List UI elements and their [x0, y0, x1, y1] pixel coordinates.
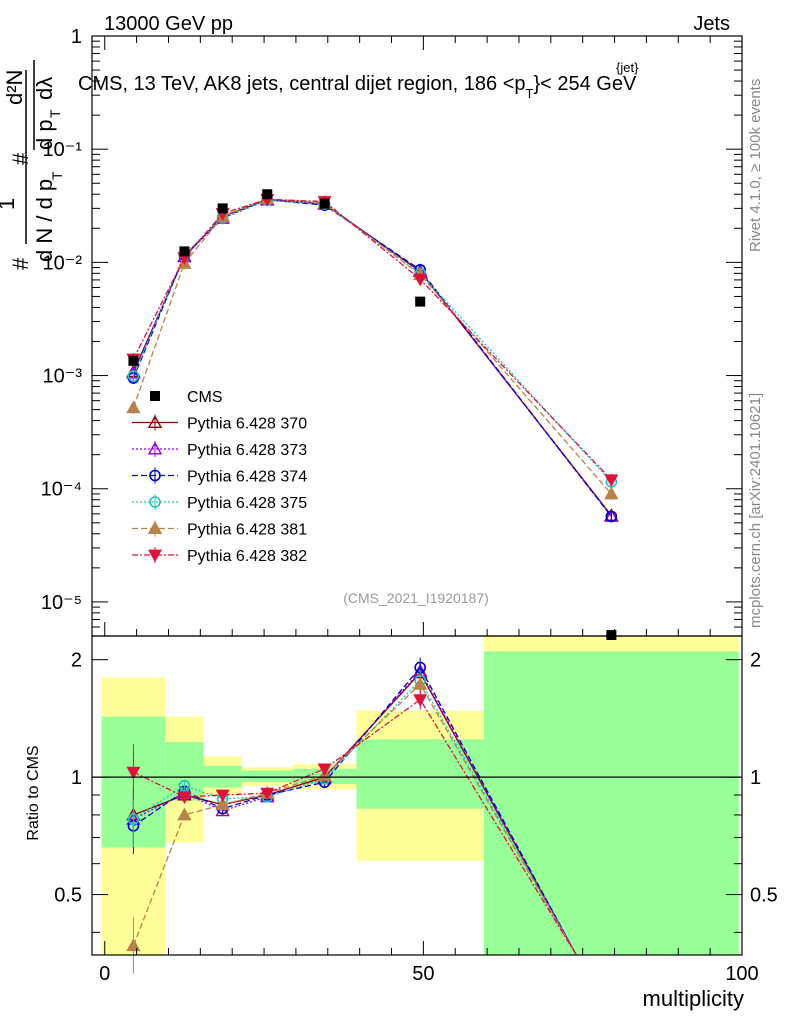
y-tick-label-main: 10⁻⁵: [41, 592, 82, 614]
cms-point-4: [319, 198, 330, 209]
series-6-point-5: [413, 273, 428, 287]
series-6-ratio-point-3: [260, 787, 275, 801]
series-5-point-6: [604, 486, 619, 500]
title-main: CMS, 13 TeV, AK8 jets, central dijet reg…: [78, 73, 526, 95]
main-series: [126, 189, 619, 640]
axes: 0 50 100 1 10⁻¹ 10⁻² 10⁻³ 10⁻⁴ 10⁻⁵ 0.5 0.5 1 1 2 2: [41, 26, 778, 985]
series-6-ratio-point-1: [177, 791, 192, 805]
legend-label-5: Pythia 6.428 381: [187, 522, 307, 539]
legend-entry-0: CMS: [150, 389, 223, 406]
legend-entry-6: Pythia 6.428 382: [132, 547, 307, 565]
legend-entry-1: Pythia 6.428 370: [132, 414, 307, 433]
legend-marker-2: [147, 441, 163, 455]
header-left: 13000 GeV pp: [104, 13, 233, 35]
y-tick-label-ratio-right: 2: [750, 650, 761, 672]
svg-text:#: #: [8, 152, 33, 165]
svg-text:d N / d p: d N / d p: [32, 179, 57, 262]
series-5-ratio-point-2: [215, 797, 230, 811]
series-4-ratio-point-0: [127, 813, 140, 826]
x-axis-label: multiplicity: [643, 986, 744, 1011]
legend-marker-4: [149, 496, 161, 508]
svg-text:d²N: d²N: [2, 70, 27, 105]
cms-point-6: [606, 630, 617, 640]
svg-text:T: T: [47, 109, 63, 118]
legend-label-4: Pythia 6.428 375: [187, 495, 307, 512]
series-6-ratio-point-0: [126, 766, 141, 780]
watermark: (CMS_2021_I1920187): [343, 590, 489, 606]
legend-marker-0: [150, 391, 160, 401]
legend-marker-1: [147, 415, 163, 428]
y-tick-label-main: 10⁻¹: [43, 139, 83, 161]
svg-text:d p: d p: [32, 119, 57, 150]
series-5-ratio-point-0: [126, 938, 141, 952]
legend-label-1: Pythia 6.428 370: [187, 416, 307, 433]
band-inner-6: [483, 651, 739, 955]
series-3-point-6: [605, 510, 618, 523]
title-tail: }< 254 GeV: [533, 73, 637, 95]
y-tick-label-ratio: 2: [71, 650, 82, 672]
svg-text:1: 1: [0, 198, 19, 210]
y-tick-label-ratio-right: 1: [750, 767, 761, 789]
legend-label-6: Pythia 6.428 382: [187, 548, 307, 565]
series-6-ratio-point-5: [413, 694, 428, 707]
side-text-mcplots: mcplots.cern.ch [arXiv:2401.10621]: [747, 393, 764, 628]
y-tick-label-ratio: 1: [71, 767, 82, 789]
series-5-ratio-point-1: [177, 807, 192, 821]
cms-point-0: [128, 355, 139, 366]
series-6-ratio-point-4: [317, 763, 332, 777]
x-tick-label: 100: [725, 963, 758, 985]
series-5-ratio-point-5: [412, 676, 428, 690]
svg-text:#: #: [8, 257, 33, 270]
title-sub: T: [526, 86, 534, 101]
legend: CMS Pythia 6.428 370 Pythia 6.428 373 Pythi…: [132, 389, 307, 565]
series-4-point-0: [127, 370, 140, 382]
y-tick-label-main: 10⁻²: [43, 252, 83, 274]
series-6-point-6: [604, 474, 619, 488]
legend-label-2: Pythia 6.428 373: [187, 442, 307, 459]
legend-entry-3: Pythia 6.428 374: [132, 467, 307, 486]
y-axis-label-ratio: Ratio to CMS: [25, 745, 42, 840]
legend-entry-4: Pythia 6.428 375: [132, 494, 307, 512]
legend-entry-5: Pythia 6.428 381: [132, 520, 307, 539]
legend-label-3: Pythia 6.428 374: [187, 469, 307, 486]
legend-marker-5: [147, 521, 163, 534]
title-sup: {jet}: [616, 60, 639, 75]
cms-point-3: [262, 189, 273, 200]
legend-marker-3: [149, 469, 161, 482]
y-tick-label-main: 10⁻⁴: [41, 479, 82, 501]
band-inner-3: [241, 770, 293, 783]
series-5-point-0: [126, 400, 141, 414]
plot-title: CMS, 13 TeV, AK8 jets, central dijet reg…: [78, 60, 639, 101]
ratio-series: [126, 657, 577, 974]
svg-text:T: T: [49, 171, 65, 180]
legend-label-0: CMS: [187, 389, 223, 406]
series-6-ratio-point-2: [215, 789, 230, 803]
cms-point-2: [217, 203, 228, 214]
legend-entry-2: Pythia 6.428 373: [132, 441, 307, 459]
side-text-rivet: Rivet 4.1.0, ≥ 100k events: [747, 79, 764, 252]
legend-marker-6: [147, 549, 163, 563]
ratio-frame: [91, 635, 743, 956]
y-tick-label-ratio: 0.5: [54, 885, 82, 907]
svg-text:dλ: dλ: [32, 77, 57, 100]
y-tick-label-main: 10⁻³: [43, 366, 83, 388]
y-tick-label-ratio-right: 0.5: [750, 885, 778, 907]
cms-point-5: [415, 296, 426, 307]
y-tick-label-main: 1: [71, 26, 82, 48]
svg-text:CMS, 13 TeV, AK8 jets, central: CMS, 13 TeV, AK8 jets, central dijet reg…: [78, 73, 637, 101]
y-axis-label-main: # 1 d N / d p T # d²N d p T dλ: [0, 60, 65, 270]
cms-point-1: [179, 246, 190, 257]
series-4-ratio-point-1: [178, 780, 191, 792]
header-right: Jets: [693, 13, 730, 35]
x-tick-label: 50: [412, 963, 434, 985]
x-tick-label: 0: [99, 963, 110, 985]
